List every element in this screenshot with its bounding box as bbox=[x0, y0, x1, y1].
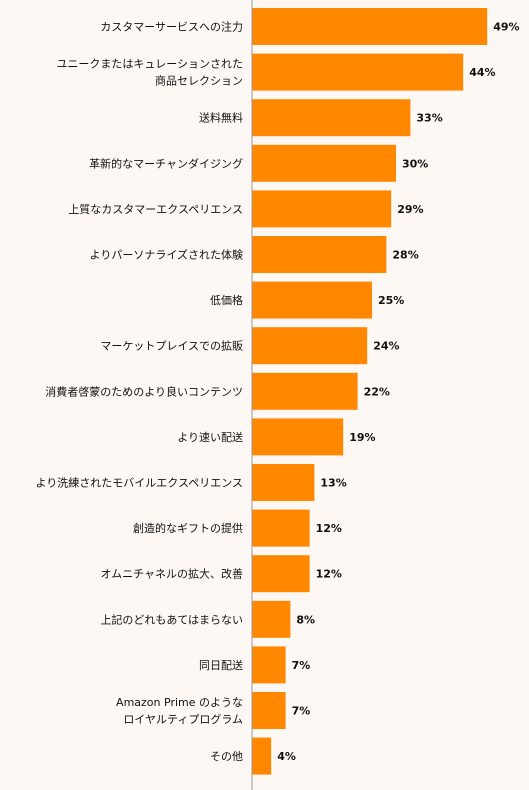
labels-group: 49% カスタマーサービスへの注力 44% ユニークまたはキュレーションされた商品セレ… bbox=[36, 20, 520, 764]
bar bbox=[252, 8, 488, 45]
value-label: 30% bbox=[402, 157, 428, 170]
value-label: 49% bbox=[493, 21, 519, 34]
bars-group bbox=[252, 8, 488, 775]
category-label: 消費者啓蒙のためのより良いコンテンツ bbox=[45, 384, 243, 398]
value-label: 44% bbox=[469, 66, 495, 79]
bar bbox=[252, 327, 368, 365]
bar bbox=[252, 144, 396, 182]
category-label: 送料無料 bbox=[199, 111, 243, 125]
bar bbox=[252, 509, 310, 547]
value-label: 8% bbox=[296, 613, 315, 626]
category-label: ユニークまたはキュレーションされた bbox=[56, 58, 243, 71]
bar bbox=[252, 418, 344, 456]
bar bbox=[252, 600, 291, 638]
value-label: 29% bbox=[397, 203, 423, 216]
value-label: 12% bbox=[316, 568, 342, 581]
value-label: 7% bbox=[292, 705, 311, 718]
category-label: 商品セレクション bbox=[155, 74, 243, 88]
category-label: より洗練されたモバイルエクスペリエンス bbox=[36, 476, 243, 490]
value-label: 13% bbox=[320, 477, 346, 490]
bar bbox=[252, 692, 286, 729]
bar bbox=[252, 555, 310, 593]
value-label: 25% bbox=[378, 294, 404, 307]
category-label: 低価格 bbox=[210, 293, 243, 307]
value-label: 19% bbox=[349, 431, 375, 444]
category-label: その他 bbox=[210, 750, 243, 763]
category-label: よりパーソナライズされた体験 bbox=[90, 248, 243, 262]
category-label: ロイヤルティプログラム bbox=[123, 712, 243, 726]
category-label: 上質なカスタマーエクスペリエンス bbox=[68, 202, 243, 216]
value-label: 33% bbox=[416, 112, 442, 125]
bar bbox=[252, 737, 272, 775]
bar bbox=[252, 190, 392, 228]
category-label: 同日配送 bbox=[199, 658, 243, 672]
value-label: 7% bbox=[292, 659, 311, 672]
category-label: 上記のどれもあてはまらない bbox=[100, 612, 243, 626]
category-label: Amazon Prime のような bbox=[116, 696, 243, 709]
category-label: マーケットプレイスでの拡販 bbox=[100, 339, 243, 353]
bar bbox=[252, 236, 387, 273]
value-label: 24% bbox=[373, 340, 399, 353]
value-label: 28% bbox=[392, 249, 418, 262]
value-label: 4% bbox=[277, 750, 296, 763]
bar bbox=[252, 646, 286, 684]
category-label: より速い配送 bbox=[177, 430, 243, 444]
bar bbox=[252, 464, 315, 501]
value-label: 22% bbox=[364, 385, 390, 398]
category-label: 創造的なギフトの提供 bbox=[133, 521, 243, 535]
bar bbox=[252, 53, 464, 91]
category-label: 革新的なマーチャンダイジング bbox=[89, 156, 243, 170]
value-label: 12% bbox=[316, 522, 342, 535]
category-label: カスタマーサービスへの注力 bbox=[100, 20, 243, 34]
bar bbox=[252, 372, 358, 410]
bar bbox=[252, 281, 372, 319]
bar bbox=[252, 99, 411, 137]
category-label: オムニチャネルの拡大、改善 bbox=[100, 567, 243, 581]
